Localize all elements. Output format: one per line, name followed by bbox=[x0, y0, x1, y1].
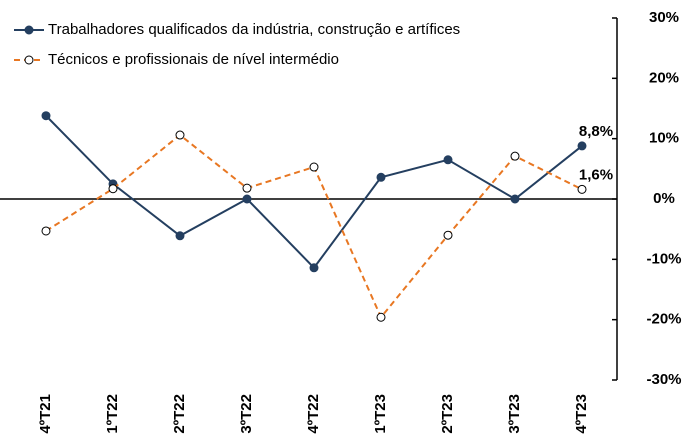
point bbox=[376, 172, 386, 182]
y-tick-label: 30% bbox=[649, 9, 679, 26]
y-tick-label: 0% bbox=[653, 190, 675, 207]
x-tick-label: 4ºT23 bbox=[573, 394, 590, 434]
point bbox=[242, 194, 252, 204]
point bbox=[309, 162, 319, 172]
legend-label: Trabalhadores qualificados da indústria,… bbox=[48, 21, 460, 38]
x-tick-label: 3ºT22 bbox=[238, 394, 255, 434]
point bbox=[41, 111, 51, 121]
x-tick-label: 1ºT23 bbox=[372, 394, 389, 434]
point bbox=[443, 230, 453, 240]
point bbox=[175, 231, 185, 241]
x-tick-label: 2ºT23 bbox=[439, 394, 456, 434]
legend-marker bbox=[24, 55, 34, 65]
y-tick-label: -30% bbox=[646, 371, 681, 388]
point bbox=[577, 184, 587, 194]
x-tick-label: 4ºT21 bbox=[37, 394, 54, 434]
point bbox=[376, 312, 386, 322]
legend-marker bbox=[24, 25, 34, 35]
point bbox=[443, 155, 453, 165]
legend-label: Técnicos e profissionais de nível interm… bbox=[48, 51, 339, 68]
y-tick-label: 20% bbox=[649, 69, 679, 86]
x-tick-label: 4ºT22 bbox=[305, 394, 322, 434]
point bbox=[108, 184, 118, 194]
y-tick-label: 10% bbox=[649, 130, 679, 147]
x-tick-label: 3ºT23 bbox=[506, 394, 523, 434]
point bbox=[577, 141, 587, 151]
x-tick-label: 1ºT22 bbox=[104, 394, 121, 434]
y-tick-label: -10% bbox=[646, 250, 681, 267]
point bbox=[510, 194, 520, 204]
point bbox=[510, 151, 520, 161]
point bbox=[41, 226, 51, 236]
value-label: 1,6% bbox=[579, 166, 613, 183]
point bbox=[242, 183, 252, 193]
x-tick-label: 2ºT22 bbox=[171, 394, 188, 434]
point bbox=[309, 263, 319, 273]
series-line bbox=[45, 133, 583, 320]
point bbox=[175, 130, 185, 140]
value-label: 8,8% bbox=[579, 123, 613, 140]
series-line bbox=[45, 115, 583, 270]
y-tick-label: -20% bbox=[646, 311, 681, 328]
